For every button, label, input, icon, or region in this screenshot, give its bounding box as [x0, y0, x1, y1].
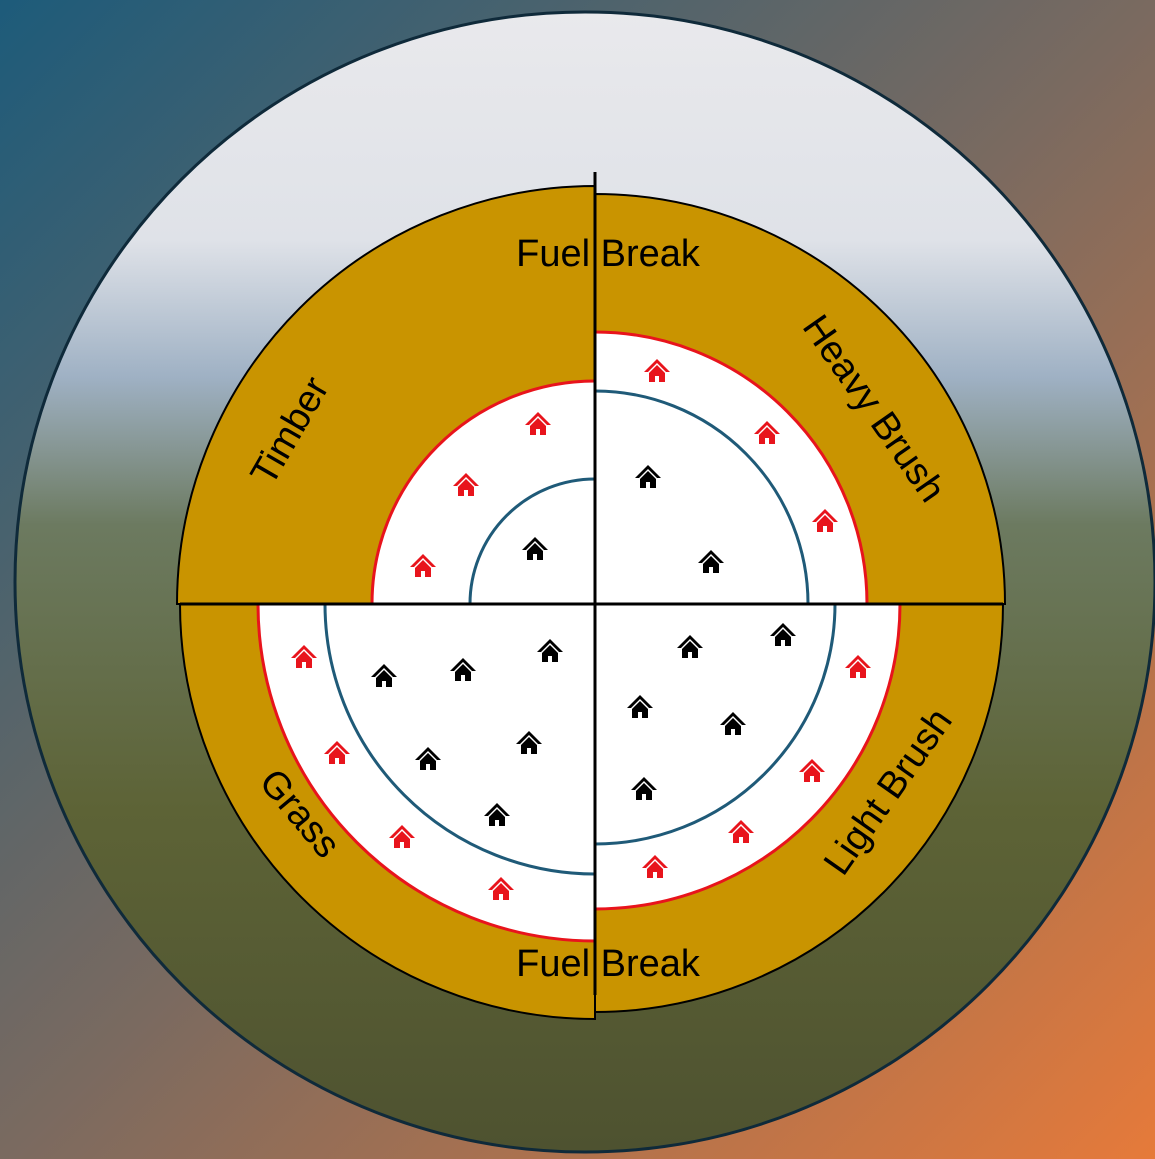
page: Fuel Break Timber Heavy Brush Grass Ligh… [0, 0, 1155, 1159]
label-bottom: Fuel Break [516, 943, 701, 985]
label-top: Fuel Break [516, 233, 701, 275]
diagram: Fuel Break Timber Heavy Brush Grass Ligh… [0, 0, 1155, 1159]
